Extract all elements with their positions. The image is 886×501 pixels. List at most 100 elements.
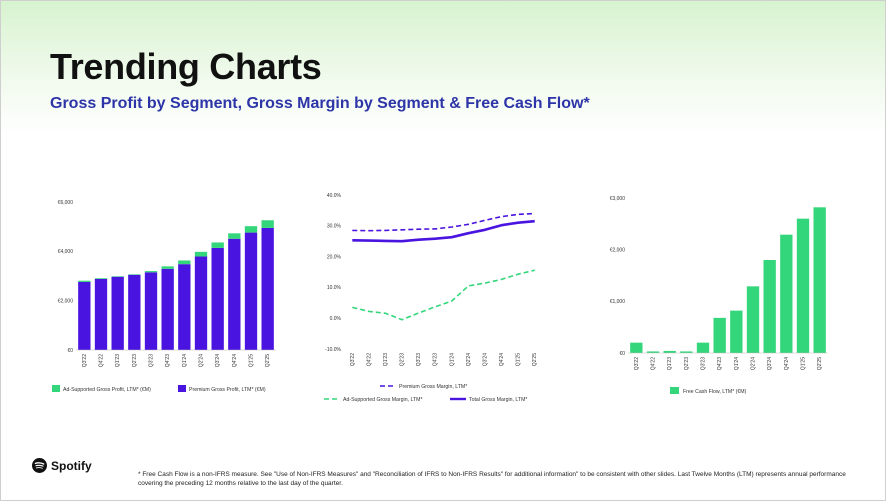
bar-premium bbox=[128, 274, 141, 350]
y-tick-label: €6,000 bbox=[58, 200, 74, 206]
premium-margin-line bbox=[352, 212, 535, 232]
bar-premium bbox=[161, 268, 174, 350]
page-subtitle: Gross Profit by Segment, Gross Margin by… bbox=[50, 95, 590, 112]
x-tick-label: Q3'24 bbox=[767, 357, 773, 370]
bar-fcf bbox=[730, 310, 743, 353]
x-tick-label: Q3'22 bbox=[82, 354, 88, 367]
x-tick-label: Q1'23 bbox=[115, 354, 121, 367]
x-tick-label: Q4'24 bbox=[784, 357, 790, 370]
total-margin-line bbox=[352, 219, 535, 243]
bar-fcf bbox=[763, 260, 776, 353]
bar-premium bbox=[94, 278, 108, 350]
bar-ad-supported bbox=[211, 242, 224, 248]
legend-label: Total Gross Margin, LTM* bbox=[469, 397, 527, 403]
x-tick-label: Q2'24 bbox=[466, 353, 472, 366]
footnote: * Free Cash Flow is a non-IFRS measure. … bbox=[138, 471, 846, 487]
x-tick-label: Q1'24 bbox=[449, 353, 455, 366]
bar-fcf bbox=[663, 350, 676, 353]
legend-swatch bbox=[670, 387, 679, 394]
x-tick-label: Q4'24 bbox=[232, 354, 238, 367]
bar-premium bbox=[228, 238, 241, 350]
bar-premium bbox=[211, 247, 224, 350]
y-tick-label: €0 bbox=[67, 348, 73, 354]
bar-premium bbox=[261, 227, 274, 350]
x-tick-label: Q1'23 bbox=[383, 353, 389, 366]
free-cash-flow-chart: €0 €1,000 €2,000 €3,000 Q3'22 Q4'22 Q1'23 Q2'23… bbox=[610, 196, 828, 395]
page-title: Trending Charts bbox=[50, 46, 322, 87]
bar-fcf bbox=[630, 342, 643, 353]
bar-ad-supported bbox=[178, 260, 191, 265]
gross-profit-chart: €0 €2,000 €4,000 €6,000 Q3'22 Q4'22 Q1'23 Q2'23… bbox=[52, 200, 276, 393]
y-tick-label: €2,000 bbox=[610, 247, 626, 253]
x-tick-label: Q1'24 bbox=[182, 354, 188, 367]
bar-fcf bbox=[680, 351, 693, 353]
legend-label: Premium Gross Profit, LTM* (€M) bbox=[189, 387, 266, 393]
x-tick-label: Q1'25 bbox=[516, 353, 522, 366]
x-tick-label: Q4'23 bbox=[165, 354, 171, 367]
ad-supported-margin-line bbox=[352, 269, 535, 321]
y-tick-label: €4,000 bbox=[58, 249, 74, 255]
y-tick-label: €3,000 bbox=[610, 196, 626, 202]
x-tick-label: Q2'23 bbox=[684, 357, 690, 370]
bar-premium bbox=[194, 256, 208, 350]
y-tick-label: €2,000 bbox=[58, 298, 74, 304]
y-tick-label: 30.0% bbox=[327, 224, 342, 230]
x-tick-label: Q1'23 bbox=[667, 357, 673, 370]
x-tick-label: Q3'23 bbox=[701, 357, 707, 370]
y-tick-label: -10.0% bbox=[325, 347, 341, 353]
bar-fcf bbox=[646, 351, 660, 353]
x-tick-label: Q2'25 bbox=[532, 353, 538, 366]
spotify-logo-icon bbox=[32, 458, 47, 473]
x-tick-label: Q2'24 bbox=[751, 357, 757, 370]
x-tick-label: Q4'22 bbox=[366, 353, 372, 366]
x-tick-label: Q3'23 bbox=[416, 353, 422, 366]
bar-premium bbox=[111, 276, 124, 350]
bar-ad-supported bbox=[144, 271, 158, 273]
y-tick-label: 20.0% bbox=[327, 254, 342, 260]
bar-premium bbox=[78, 281, 91, 350]
x-tick-label: Q4'24 bbox=[499, 353, 505, 366]
bar-premium bbox=[144, 272, 158, 350]
x-tick-label: Q2'25 bbox=[817, 357, 823, 370]
bar-premium bbox=[178, 264, 191, 350]
bar-ad-supported bbox=[244, 226, 258, 233]
y-tick-label: €1,000 bbox=[610, 299, 626, 305]
x-tick-label: Q3'23 bbox=[149, 354, 155, 367]
bar-fcf bbox=[780, 234, 793, 353]
x-tick-label: Q3'22 bbox=[350, 353, 356, 366]
x-tick-label: Q3'24 bbox=[215, 354, 221, 367]
x-tick-label: Q3'22 bbox=[634, 357, 640, 370]
bar-fcf bbox=[796, 218, 810, 353]
legend-swatch bbox=[178, 385, 186, 392]
legend-label: Free Cash Flow, LTM* (€M) bbox=[683, 389, 747, 395]
x-tick-label: Q4'23 bbox=[717, 357, 723, 370]
x-tick-label: Q2'23 bbox=[400, 353, 406, 366]
x-tick-label: Q4'23 bbox=[433, 353, 439, 366]
x-tick-label: Q2'24 bbox=[199, 354, 205, 367]
legend-label: Premium Gross Margin, LTM* bbox=[399, 384, 467, 390]
bar-ad-supported bbox=[161, 266, 174, 269]
legend-label: Ad-Supported Gross Margin, LTM* bbox=[343, 397, 422, 403]
x-tick-label: Q1'25 bbox=[801, 357, 807, 370]
bar-fcf bbox=[713, 317, 726, 353]
x-tick-label: Q2'25 bbox=[265, 354, 271, 367]
x-tick-label: Q1'25 bbox=[249, 354, 255, 367]
x-tick-label: Q3'24 bbox=[482, 353, 488, 366]
bar-ad-supported bbox=[228, 233, 241, 239]
bar-ad-supported bbox=[194, 251, 208, 257]
spotify-logo: Spotify bbox=[32, 458, 92, 473]
y-tick-label: 40.0% bbox=[327, 193, 342, 199]
y-tick-label: 10.0% bbox=[327, 285, 342, 291]
y-tick-label: €0 bbox=[619, 351, 625, 357]
x-tick-label: Q2'23 bbox=[132, 354, 138, 367]
bar-fcf bbox=[813, 207, 826, 353]
legend-label: Ad-Supported Gross Profit, LTM* (€M) bbox=[63, 387, 151, 393]
bar-premium bbox=[244, 232, 258, 350]
bar-ad-supported bbox=[94, 278, 108, 279]
gross-margin-chart: -10.0% 0.0% 10.0% 20.0% 30.0% 40.0% Q3'22 Q4'22… bbox=[324, 193, 538, 403]
x-tick-label: Q4'22 bbox=[99, 354, 105, 367]
bar-fcf bbox=[696, 342, 710, 353]
bar-fcf bbox=[746, 286, 760, 353]
spotify-logo-text: Spotify bbox=[51, 458, 92, 473]
y-tick-label: 0.0% bbox=[330, 316, 342, 322]
